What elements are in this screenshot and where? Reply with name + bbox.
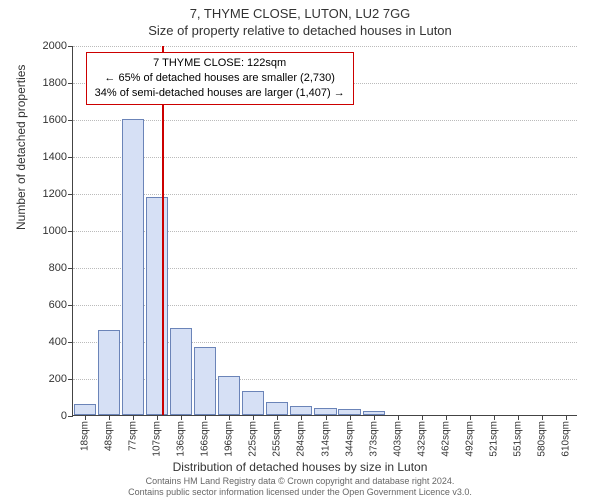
ytick-mark	[68, 157, 73, 158]
xtick-label: 77sqm	[128, 421, 139, 451]
ytick-label: 0	[61, 410, 67, 422]
xtick-mark	[566, 415, 567, 420]
xtick-mark	[85, 415, 86, 420]
gridline	[73, 194, 577, 195]
xtick-label: 196sqm	[224, 421, 235, 457]
xtick-mark	[109, 415, 110, 420]
xtick-mark	[253, 415, 254, 420]
xtick-label: 610sqm	[560, 421, 571, 457]
gridline	[73, 46, 577, 47]
xtick-label: 48sqm	[104, 421, 115, 451]
y-axis-label: Number of detached properties	[14, 65, 28, 230]
xtick-label: 492sqm	[464, 421, 475, 457]
xtick-label: 344sqm	[344, 421, 355, 457]
footer-line-1: Contains HM Land Registry data © Crown c…	[0, 476, 600, 487]
ytick-mark	[68, 194, 73, 195]
xtick-label: 373sqm	[368, 421, 379, 457]
xtick-mark	[205, 415, 206, 420]
xtick-mark	[157, 415, 158, 420]
ytick-label: 1000	[43, 225, 67, 237]
histogram-bar	[314, 408, 336, 415]
footer: Contains HM Land Registry data © Crown c…	[0, 476, 600, 498]
annotation-box: 7 THYME CLOSE: 122sqm← 65% of detached h…	[86, 52, 354, 105]
annotation-line: 7 THYME CLOSE: 122sqm	[95, 56, 345, 71]
xtick-mark	[518, 415, 519, 420]
xtick-label: 225sqm	[248, 421, 259, 457]
histogram-bar	[98, 330, 120, 415]
histogram-bar	[290, 406, 312, 415]
xtick-label: 166sqm	[200, 421, 211, 457]
histogram-bar	[242, 391, 264, 415]
annotation-line: 34% of semi-detached houses are larger (…	[95, 86, 345, 101]
xtick-label: 18sqm	[80, 421, 91, 451]
xtick-mark	[398, 415, 399, 420]
footer-line-2: Contains public sector information licen…	[0, 487, 600, 498]
x-axis-label: Distribution of detached houses by size …	[0, 460, 600, 474]
xtick-label: 136sqm	[176, 421, 187, 457]
ytick-mark	[68, 120, 73, 121]
xtick-mark	[374, 415, 375, 420]
page-title: 7, THYME CLOSE, LUTON, LU2 7GG	[0, 6, 600, 21]
xtick-mark	[229, 415, 230, 420]
histogram-bar	[194, 347, 216, 415]
ytick-mark	[68, 416, 73, 417]
ytick-mark	[68, 83, 73, 84]
ytick-label: 1400	[43, 151, 67, 163]
xtick-mark	[301, 415, 302, 420]
xtick-label: 107sqm	[152, 421, 163, 457]
title-block: 7, THYME CLOSE, LUTON, LU2 7GG Size of p…	[0, 0, 600, 38]
histogram-bar	[146, 197, 168, 415]
gridline	[73, 120, 577, 121]
xtick-label: 255sqm	[272, 421, 283, 457]
xtick-mark	[277, 415, 278, 420]
ytick-label: 1800	[43, 77, 67, 89]
xtick-mark	[181, 415, 182, 420]
ytick-mark	[68, 268, 73, 269]
histogram-bar	[170, 328, 192, 415]
ytick-label: 800	[49, 262, 67, 274]
xtick-label: 403sqm	[392, 421, 403, 457]
xtick-label: 284sqm	[296, 421, 307, 457]
ytick-label: 1600	[43, 114, 67, 126]
ytick-mark	[68, 231, 73, 232]
histogram-bar	[74, 404, 96, 415]
xtick-label: 432sqm	[416, 421, 427, 457]
ytick-mark	[68, 305, 73, 306]
page-subtitle: Size of property relative to detached ho…	[0, 23, 600, 38]
histogram-bar	[122, 119, 144, 415]
histogram-bar	[218, 376, 240, 415]
xtick-mark	[326, 415, 327, 420]
ytick-label: 2000	[43, 40, 67, 52]
chart-area: 020040060080010001200140016001800200018s…	[72, 46, 577, 416]
ytick-mark	[68, 46, 73, 47]
xtick-mark	[133, 415, 134, 420]
ytick-mark	[68, 342, 73, 343]
xtick-label: 314sqm	[320, 421, 331, 457]
gridline	[73, 157, 577, 158]
xtick-mark	[470, 415, 471, 420]
ytick-label: 1200	[43, 188, 67, 200]
annotation-line: ← 65% of detached houses are smaller (2,…	[95, 71, 345, 86]
xtick-label: 521sqm	[488, 421, 499, 457]
xtick-label: 462sqm	[440, 421, 451, 457]
xtick-mark	[350, 415, 351, 420]
ytick-label: 200	[49, 373, 67, 385]
xtick-mark	[542, 415, 543, 420]
ytick-mark	[68, 379, 73, 380]
xtick-mark	[494, 415, 495, 420]
histogram-bar	[266, 402, 288, 415]
xtick-label: 551sqm	[512, 421, 523, 457]
xtick-mark	[422, 415, 423, 420]
plot-region: 020040060080010001200140016001800200018s…	[72, 46, 577, 416]
xtick-label: 580sqm	[536, 421, 547, 457]
ytick-label: 400	[49, 336, 67, 348]
ytick-label: 600	[49, 299, 67, 311]
xtick-mark	[446, 415, 447, 420]
